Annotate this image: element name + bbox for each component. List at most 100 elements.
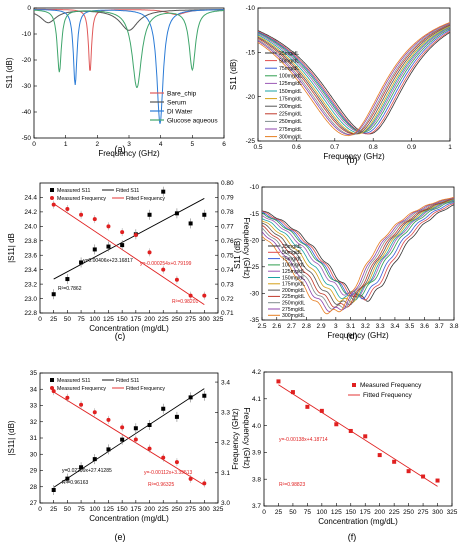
panel-letter: (a)	[115, 144, 126, 154]
legend-label: 100mg/dL	[282, 263, 305, 269]
measured-s11-point	[174, 211, 179, 216]
series-line	[257, 28, 451, 133]
x-tick-label: 6	[222, 141, 226, 148]
measured-frequency-point	[133, 233, 138, 237]
series-line	[261, 197, 455, 312]
x-tick-label: 3.1	[346, 323, 355, 330]
x-tick-label: 250	[171, 506, 182, 513]
x-tick-label: 225	[158, 316, 169, 323]
x-tick-label: 225	[389, 509, 400, 516]
fitted-frequency-line	[278, 384, 438, 487]
measured-s11-point	[106, 244, 111, 249]
y-tick-label: -35	[250, 317, 260, 324]
fit-equation: y=-0.00112x+3.39513	[144, 470, 193, 476]
measured-frequency-point	[51, 389, 56, 394]
measured-s11-point	[79, 465, 84, 470]
x-tick-label: 2	[96, 141, 100, 148]
series-line	[261, 197, 455, 310]
legend-label: Fitted Frequency	[126, 196, 165, 202]
y-tick-label: 35	[30, 370, 38, 377]
x-tick-label: 0.7	[330, 144, 339, 151]
legend-label: 25mg/dL	[282, 244, 302, 250]
y-tick-label: 23.4	[24, 267, 37, 274]
x-axis-label: Frequency (GHz)	[98, 149, 160, 158]
y-axis-label: Frequency (GHz)	[231, 408, 240, 470]
y-tick-label: -25	[246, 138, 256, 145]
x-axis-label: Frequency (GHz)	[327, 331, 389, 340]
x-tick-label: 0	[32, 141, 36, 148]
x-tick-label: 75	[77, 506, 85, 513]
legend-label: 125mg/dL	[279, 81, 302, 87]
measured-frequency-point	[79, 402, 84, 407]
y-tick-label: -40	[22, 109, 32, 116]
r-squared: R²=0.98823	[279, 482, 305, 488]
y-tick-label: -10	[250, 184, 260, 191]
y-tick-label: 33	[30, 403, 38, 410]
measured-frequency-point	[51, 202, 56, 207]
y-tick-label: 4.2	[252, 369, 261, 376]
y-axis-label: S11 (dB)	[5, 57, 14, 88]
x-axis-label: Concentration (mg/dL)	[318, 517, 398, 526]
legend-label: 75mg/dL	[279, 66, 299, 72]
measured-s11-point	[161, 406, 166, 411]
legend-label: 150mg/dL	[279, 89, 302, 95]
legend-label: Serum	[167, 99, 186, 106]
measured-frequency-point	[202, 481, 207, 486]
series-line	[257, 22, 451, 137]
y2-tick-label: 0.72	[221, 296, 234, 303]
legend-label: 175mg/dL	[282, 282, 305, 288]
legend-label: Fitted S11	[116, 188, 139, 194]
x-axis-label: Concentration (mg/dL)	[89, 514, 169, 523]
panel-letter: (f)	[348, 532, 357, 542]
y2-tick-label: 3.0	[221, 500, 230, 507]
y-tick-label: 23.0	[24, 296, 37, 303]
measured-frequency-point	[202, 293, 207, 298]
measured-frequency-point	[65, 207, 70, 211]
legend-label: 225mg/dL	[282, 294, 305, 300]
measured-frequency-point	[106, 224, 111, 229]
x-tick-label: 3.7	[435, 323, 444, 330]
legend-label: Glucose aqueous	[167, 117, 218, 124]
panel-letter: (d)	[347, 331, 358, 341]
plot-frame	[261, 186, 455, 321]
measured-frequency-point	[188, 476, 193, 481]
legend-label: 175mg/dL	[279, 96, 302, 102]
measured-s11-point	[106, 447, 111, 452]
x-tick-label: 75	[304, 509, 312, 516]
x-tick-label: 3.5	[405, 323, 414, 330]
measured-s11-point	[92, 247, 97, 252]
y2-tick-label: 0.77	[221, 224, 234, 231]
measured-s11-point	[92, 457, 97, 462]
measured-s11-point	[133, 426, 138, 431]
x-tick-label: 25	[50, 316, 58, 323]
y-tick-label: 3.8	[252, 476, 261, 483]
x-tick-label: 0.8	[369, 144, 378, 151]
legend-label: 275mg/dL	[282, 307, 305, 313]
y-tick-label: 23.2	[24, 281, 37, 288]
x-tick-label: 200	[374, 509, 385, 516]
measured-frequency-point	[174, 277, 179, 282]
measured-frequency-point	[377, 453, 382, 458]
x-tick-label: 3.2	[361, 323, 370, 330]
y-axis-label: S11 (dB)	[229, 59, 238, 90]
legend-label: 250mg/dL	[279, 119, 302, 125]
x-tick-label: 175	[360, 509, 371, 516]
series-line-glucose-aqueous	[34, 9, 224, 88]
x-tick-label: 300	[199, 316, 210, 323]
series-line	[261, 196, 455, 315]
panel-d: 2.5 2.6 2.7 2.8 2.9 3 3.1 3.2 3.3 3.4 3.5 3.6 3.7 3.8…	[233, 184, 459, 341]
measured-frequency-point	[305, 404, 310, 409]
legend-marker	[352, 383, 356, 387]
r-squared: R²=0.7862	[58, 286, 82, 292]
x-tick-label: 2.7	[287, 323, 296, 330]
x-tick-label: 250	[403, 509, 414, 516]
x-tick-label: 325	[213, 506, 224, 513]
x-tick-label: 1	[64, 141, 68, 148]
series-line	[261, 198, 455, 308]
measured-frequency-point	[92, 217, 97, 222]
y-tick-label: 23.8	[24, 238, 37, 245]
series-line	[261, 198, 455, 304]
x-tick-label: 100	[89, 506, 100, 513]
legend-label: 200mg/dL	[279, 104, 302, 110]
